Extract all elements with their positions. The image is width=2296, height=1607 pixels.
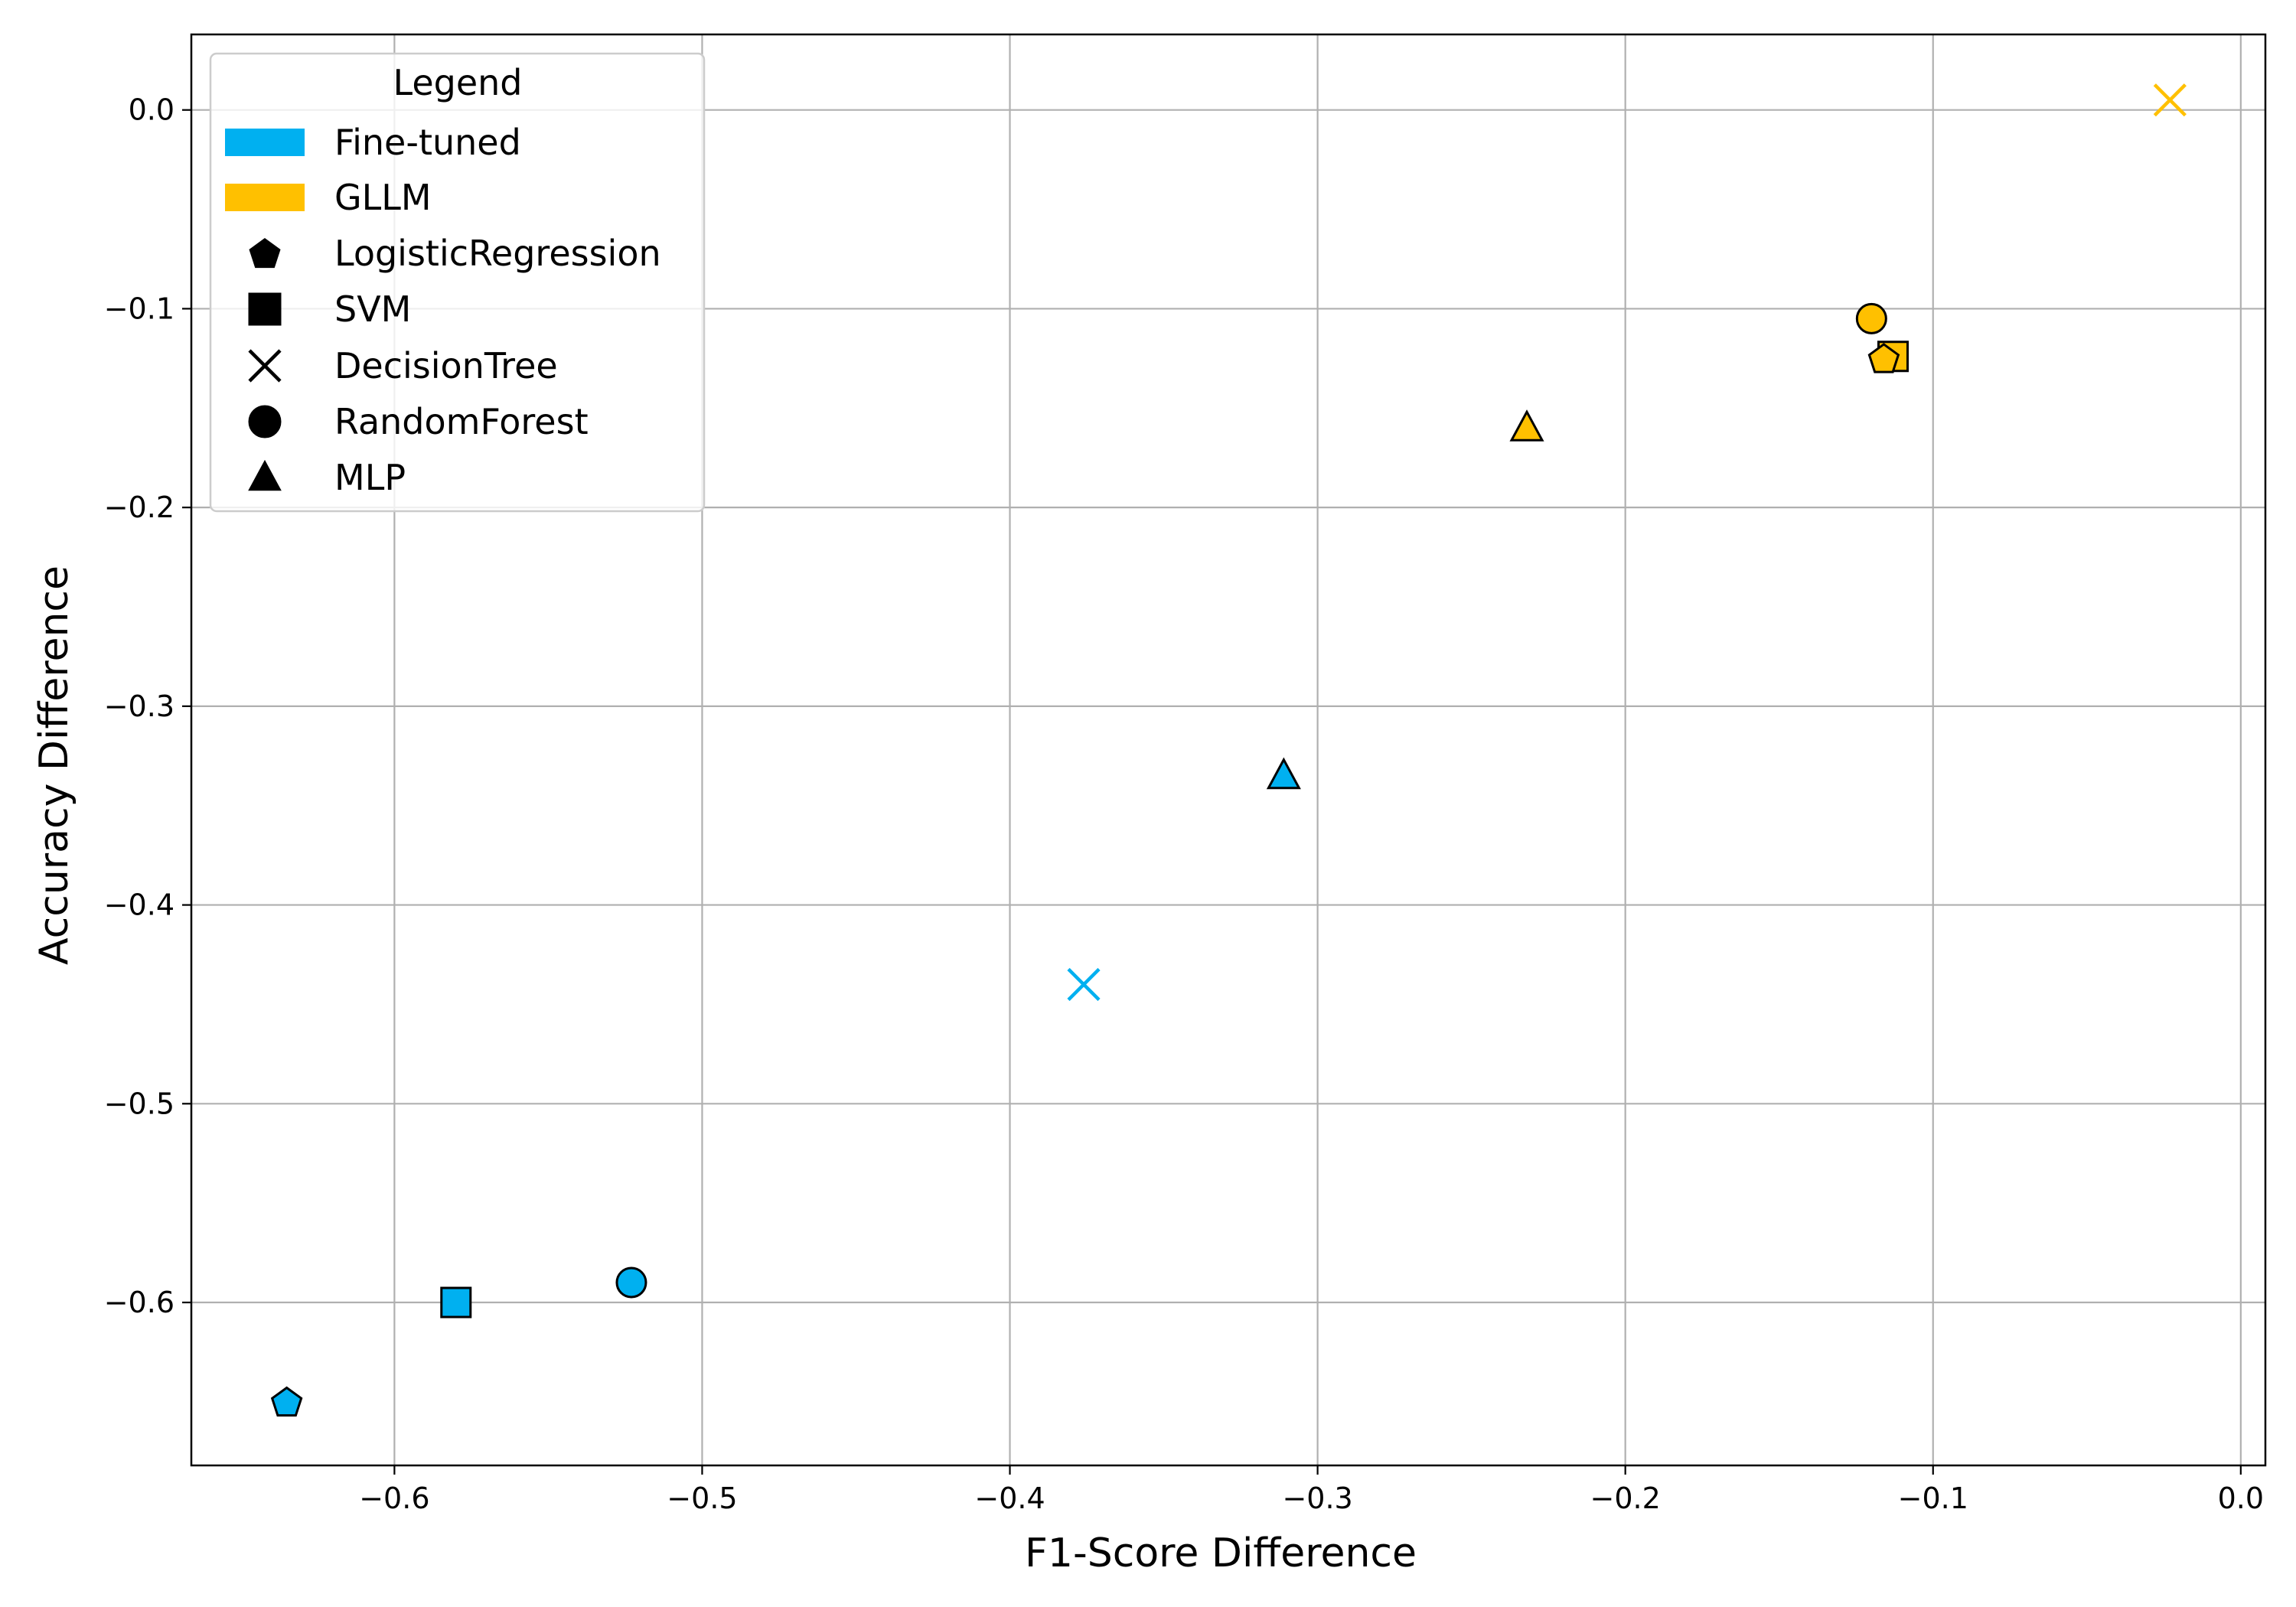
legend-swatch-gllm	[225, 184, 305, 211]
data-points	[270, 83, 2187, 1417]
point-fine-tuned-svm	[440, 1286, 472, 1319]
legend-marker-decisiontree	[248, 349, 282, 383]
legend-frame	[209, 52, 706, 513]
legend-marker-logisticregression	[249, 238, 281, 269]
y-tick-label: −0.2	[104, 491, 174, 524]
marker-stroke	[248, 349, 282, 383]
legend-items: Fine-tuned GLLM LogisticRegression SVM Decis…	[225, 122, 661, 498]
y-tick-label: −0.1	[104, 292, 174, 325]
x-tick-label: −0.2	[1590, 1482, 1661, 1515]
point-gllm-logisticregression	[1867, 343, 1900, 373]
point-fine-tuned-decisiontree	[1067, 967, 1101, 1002]
legend-label: LogisticRegression	[334, 233, 661, 274]
y-axis-label: Accuracy Difference	[31, 566, 77, 965]
point-fine-tuned-logisticregression	[270, 1386, 303, 1417]
x-tick-label: −0.4	[974, 1482, 1045, 1515]
marker-stroke	[1067, 967, 1101, 1002]
legend-marker-svm	[248, 292, 282, 326]
axis-ticks: −0.6 −0.5 −0.4 −0.3 −0.2 −0.1 0.0 0.0 −0.1 −0.2 −0…	[104, 93, 2264, 1515]
legend-swatch-fine-tuned	[225, 129, 305, 156]
x-axis-label: F1-Score Difference	[1025, 1530, 1417, 1576]
legend-label: SVM	[334, 288, 411, 330]
legend-marker-randomforest	[248, 405, 282, 438]
legend-marker-mlp	[248, 459, 282, 491]
point-gllm-decisiontree	[2153, 83, 2187, 117]
plot-frame	[190, 33, 2267, 1467]
y-tick-label: −0.3	[104, 689, 174, 723]
legend-title: Legend	[393, 62, 523, 103]
point-fine-tuned-randomforest	[615, 1266, 647, 1299]
x-tick-label: −0.1	[1898, 1482, 1968, 1515]
legend-label: GLLM	[334, 177, 432, 218]
y-tick-label: −0.5	[104, 1087, 174, 1120]
legend: Legend Fine-tuned GLLM LogisticRegression S…	[209, 52, 706, 513]
x-tick-label: −0.3	[1282, 1482, 1352, 1515]
x-tick-label: 0.0	[2218, 1482, 2264, 1515]
legend-label: RandomForest	[334, 401, 589, 442]
marker-stroke	[2153, 83, 2187, 117]
y-tick-label: 0.0	[129, 93, 174, 127]
y-tick-label: −0.6	[104, 1286, 174, 1319]
point-gllm-randomforest	[1855, 302, 1887, 334]
legend-label: Fine-tuned	[334, 122, 521, 163]
x-tick-label: −0.5	[667, 1482, 737, 1515]
y-tick-label: −0.4	[104, 888, 174, 922]
x-tick-label: −0.6	[359, 1482, 429, 1515]
legend-label: MLP	[334, 457, 406, 498]
legend-label: DecisionTree	[334, 345, 558, 386]
point-gllm-mlp	[1509, 409, 1544, 442]
point-fine-tuned-mlp	[1266, 757, 1301, 790]
